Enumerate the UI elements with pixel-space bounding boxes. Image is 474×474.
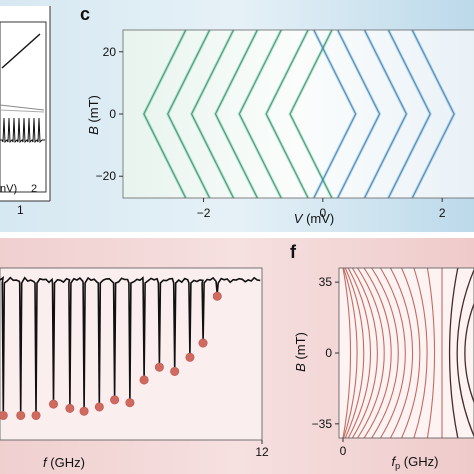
panel-f-x-tick-label: 0 — [340, 444, 347, 458]
panel-e-tick-label-12: 12 — [255, 445, 269, 459]
panel-c-stripe-left — [238, 30, 282, 198]
panel-f-curve — [347, 268, 372, 438]
panel-f-curve — [371, 268, 399, 438]
panel-c-stripe-left — [167, 30, 211, 198]
panel-c-letter: c — [80, 4, 90, 24]
panel-f-curve — [351, 268, 378, 438]
panel-e-dip-markers — [0, 291, 222, 420]
panel-b-tick-label-1: 1 — [17, 203, 24, 217]
panel-c-heatmap-area — [123, 30, 474, 198]
panel-e-partial: 12 f (GHz) — [0, 267, 269, 470]
panel-e-dip-marker — [65, 403, 75, 413]
panel-c-y-axis-label-unit: (mT) — [86, 95, 101, 122]
panel-c-y-tick-label: 0 — [109, 107, 116, 121]
panel-b-gray-line-1 — [0, 104, 45, 111]
panel-c-stripe-left — [190, 30, 235, 198]
panel-f-curve — [380, 268, 406, 438]
panel-e-dip-marker — [31, 410, 41, 420]
panel-f: f 350−350 fp (GHz) B (mT) — [290, 242, 474, 471]
panel-e-dip-marker — [198, 338, 208, 348]
panel-e-dip-marker — [16, 410, 26, 420]
panel-c-x-tick-label: −2 — [197, 206, 211, 220]
panel-c-x-tick-label: 0 — [320, 206, 327, 220]
panel-e-dip-marker — [48, 399, 58, 409]
panel-f-curve — [344, 268, 365, 438]
panel-c-y-tick-label: −20 — [96, 169, 117, 183]
panel-f-y-axis-label-unit: (mT) — [293, 332, 308, 359]
panel-c-stripe-left — [265, 30, 309, 198]
panel-e-dip-marker — [185, 352, 195, 362]
panel-c-stripe-right — [363, 30, 408, 198]
panel-e-x-axis-label: f (GHz) — [43, 455, 85, 470]
panel-b-inset-frame — [0, 21, 47, 193]
panel-c-x-axis-label-unit: (mV) — [306, 211, 334, 226]
panel-e-x-axis-label-unit: (GHz) — [50, 455, 85, 470]
panel-c-x-tick-label: 2 — [439, 206, 446, 220]
panel-e-dip-marker — [139, 375, 149, 385]
panel-e-dip-marker — [110, 395, 120, 405]
panel-f-y-tick-label: −35 — [312, 417, 333, 431]
panel-c-x-axis-label: V (mV) — [294, 211, 334, 226]
panel-f-y-tick-label: 35 — [319, 275, 333, 289]
panel-f-letter: f — [290, 242, 297, 262]
panel-f-curve — [456, 268, 474, 438]
panel-c-stripe-left — [289, 30, 333, 198]
panel-e-transmission-trace — [0, 276, 261, 414]
panel-b-diagonal-line — [1, 33, 41, 69]
panel-f-curve — [363, 268, 392, 438]
panel-f-y-axis-label-symbol: B — [293, 363, 308, 372]
panel-f-x-axis-label-symbol: f — [392, 454, 397, 469]
row-separator — [0, 232, 474, 238]
panel-f-curves — [342, 268, 474, 438]
panel-b-partial: nV) 2 1 — [0, 6, 51, 217]
panel-c-stripe-left — [214, 30, 258, 198]
panel-e-dip-marker — [125, 398, 135, 408]
panel-e-dip-marker — [0, 410, 8, 420]
panel-f-x-axis-label: fp (GHz) — [392, 454, 439, 471]
panel-b-gray-line-2 — [0, 109, 45, 113]
panel-f-curve — [401, 268, 421, 438]
panel-c-y-tick-label: 20 — [103, 45, 117, 59]
panel-c-y-axis-label-symbol: B — [86, 126, 101, 135]
panel-c-stripes — [142, 30, 456, 198]
panel-f-plot-area — [339, 268, 474, 438]
panel-f-curve — [426, 268, 436, 438]
panel-b-oscillating-trace — [0, 117, 45, 144]
panel-f-x-axis-label-unit: (GHz) — [404, 454, 439, 469]
panel-f-curve — [448, 268, 459, 438]
panel-c-stripe-right — [313, 30, 357, 198]
panel-c-y-axis-label: B (mT) — [86, 95, 101, 135]
panel-e-dip-marker — [170, 366, 180, 376]
panel-f-curve — [342, 268, 352, 438]
panel-c-stripe-right — [337, 30, 381, 198]
panel-f-x-axis-label-sub: p — [395, 461, 400, 471]
panel-e-dip-marker — [79, 406, 89, 416]
panel-f-y-tick-label: 0 — [325, 346, 332, 360]
panel-c-stripe-right — [411, 30, 455, 198]
panel-c-stripe-right — [387, 30, 431, 198]
panel-f-curve — [357, 268, 385, 438]
panel-f-y-axis-label: B (mT) — [293, 332, 308, 372]
panel-c-x-axis-label-symbol: V — [294, 211, 304, 226]
panel-f-ticks: 35 0 −35 0 — [312, 275, 347, 458]
panel-b-partial-label: nV) — [0, 183, 17, 195]
panel-c-stripe-left — [143, 30, 187, 198]
panel-f-curve — [464, 302, 474, 404]
panel-b-tick-label-2: 2 — [31, 183, 37, 195]
panel-e-dip-marker — [154, 362, 164, 372]
panel-f-curve — [343, 268, 358, 438]
panel-e-dip-marker — [212, 291, 222, 301]
panel-f-curve — [390, 268, 414, 438]
panel-e-x-axis-label-symbol: f — [43, 455, 48, 470]
panel-e-dip-marker — [94, 402, 104, 412]
panel-f-curve — [413, 268, 428, 438]
